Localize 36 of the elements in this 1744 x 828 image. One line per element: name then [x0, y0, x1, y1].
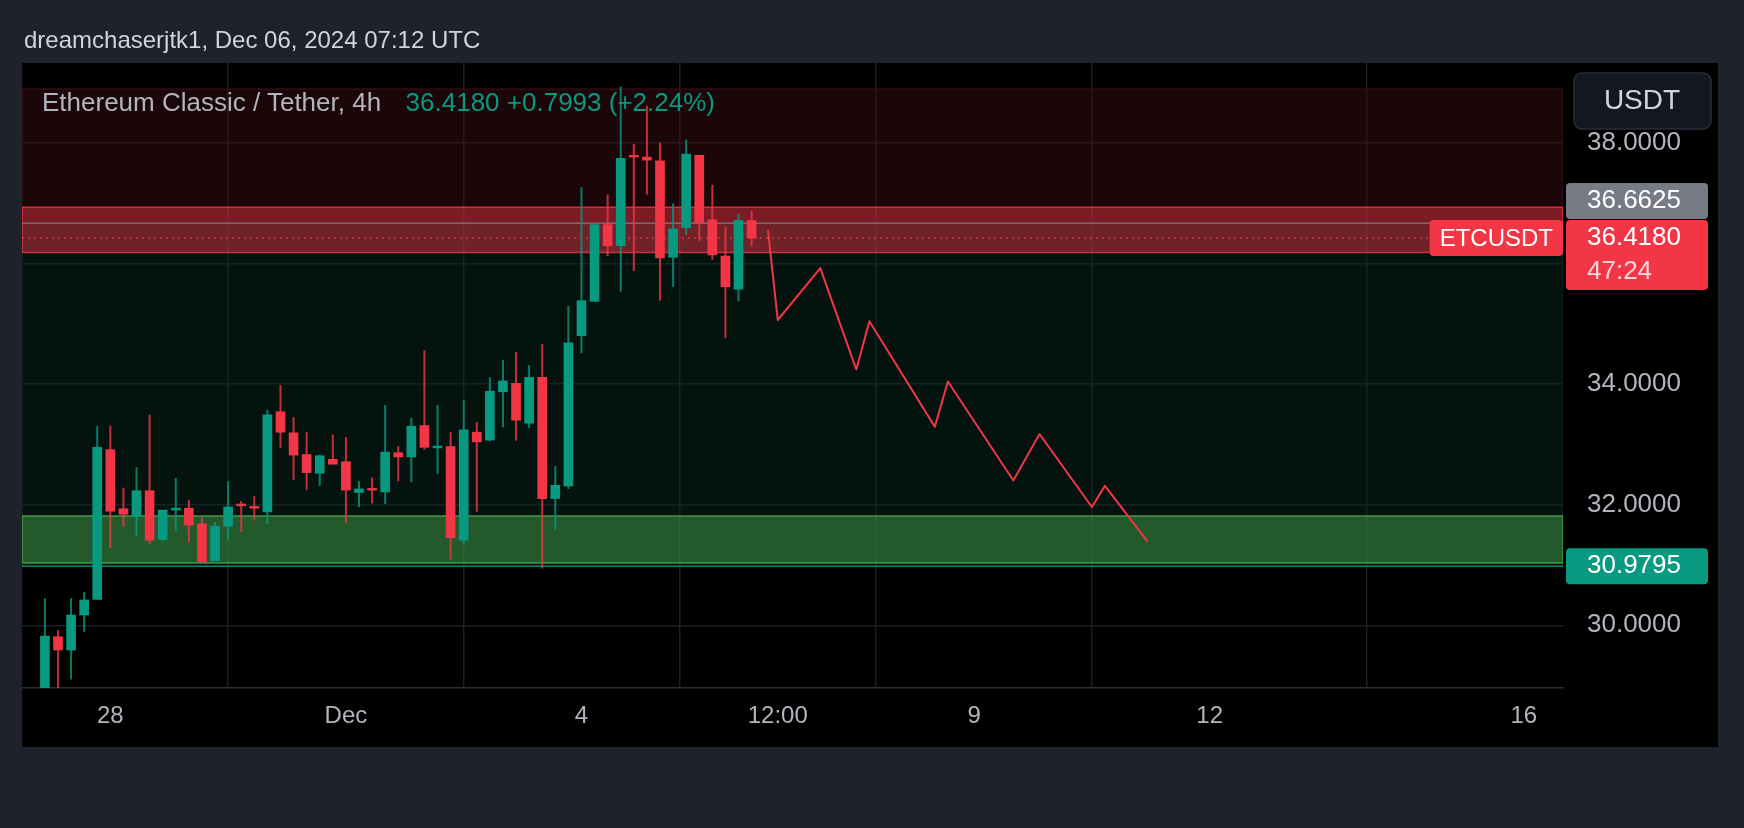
candlestick	[249, 495, 260, 522]
candlestick	[275, 384, 286, 449]
candlestick	[550, 464, 561, 531]
candlestick	[393, 445, 404, 483]
y-tick-label: 34.0000	[1587, 367, 1681, 398]
candlestick	[301, 431, 312, 492]
x-tick-label: 28	[96, 701, 124, 729]
text: 47:24	[1587, 255, 1653, 286]
candlestick	[498, 358, 508, 429]
x-tick-label: Dec	[324, 701, 368, 729]
candlestick	[288, 416, 299, 481]
ref-line-label: 36.6625	[1587, 184, 1681, 215]
x-tick-label: 9	[967, 701, 981, 729]
x-tick-label: 12:00	[747, 701, 808, 729]
candlestick	[471, 420, 482, 513]
candlestick	[223, 480, 233, 542]
y-tick-label: 32.0000	[1587, 487, 1681, 518]
candlestick	[354, 480, 364, 509]
candlestick	[79, 591, 89, 633]
text: USDT	[1603, 83, 1681, 115]
candlestick	[419, 349, 430, 451]
text: 36.4180	[1587, 221, 1681, 252]
ref-line-label: ETCUSDT	[1439, 223, 1554, 251]
candlestick	[184, 498, 194, 544]
text: dreamchaserjtk1, Dec 06, 2024 07:12 UTC	[24, 25, 481, 53]
candlestick	[314, 453, 325, 487]
y-tick-label: 30.0000	[1587, 608, 1681, 639]
x-tick-label: 4	[574, 701, 589, 729]
candlestick	[118, 486, 129, 528]
x-tick-label: 12	[1196, 701, 1223, 729]
y-tick-label: 38.0000	[1587, 125, 1681, 156]
ref-line-label: 30.9795	[1587, 549, 1681, 580]
x-tick-label: 16	[1510, 701, 1538, 729]
candlestick	[53, 629, 63, 688]
candlestick	[327, 433, 338, 466]
text: Ethereum Classic / Tether, 4h	[42, 87, 382, 118]
